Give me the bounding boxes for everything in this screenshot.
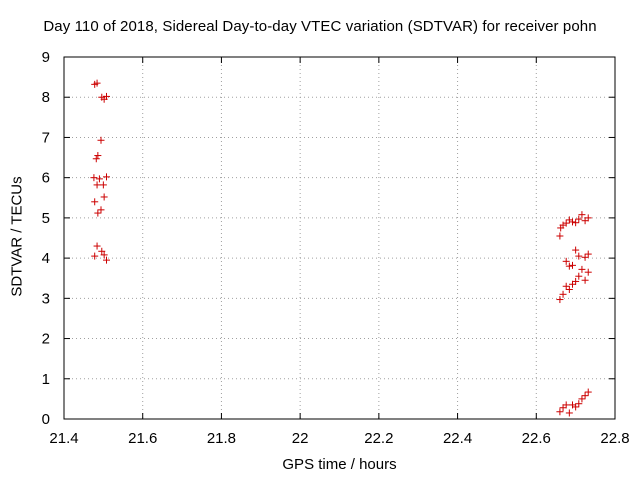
data-point [92,155,100,163]
x-tick-label: 21.6 [128,430,157,447]
data-point [556,296,564,304]
data-point [556,408,564,416]
data-point [562,282,570,290]
y-tick-label: 6 [42,170,50,187]
data-point [584,250,592,258]
grid-lines [64,57,615,419]
data-point [581,276,589,284]
data-point [562,219,570,227]
data-point [94,209,102,217]
data-point [103,92,111,100]
chart-title: Day 110 of 2018, Sidereal Day-to-day VTE… [43,18,597,35]
x-tick-label: 21.4 [49,430,78,447]
y-tick-label: 5 [42,210,50,227]
data-point [100,193,108,201]
data-point [581,392,589,400]
data-point [91,198,99,206]
x-tick-labels: 21.4 21.6 21.8 22 22.2 22.4 22.6 22.8 [49,430,629,447]
data-point [575,215,583,223]
data-point [572,277,580,285]
data-point [93,181,101,189]
data-point [103,256,111,264]
data-point [559,290,567,298]
data-point [91,252,99,260]
y-tick-label: 1 [42,371,50,388]
x-tick-label: 22.6 [522,430,551,447]
data-point [565,285,573,293]
y-tick-label: 3 [42,290,50,307]
data-point [562,401,570,409]
x-axis-label: GPS time / hours [282,456,397,473]
data-point [565,409,573,417]
data-point [556,232,564,240]
data-point [94,152,102,160]
y-axis-label: SDTVAR / TECUs [8,176,26,297]
data-point [97,206,105,214]
x-tick-label: 22.4 [443,430,472,447]
data-point [95,175,103,183]
data-point [584,268,592,276]
y-tick-label: 0 [42,411,50,428]
y-tick-label: 4 [42,250,50,267]
y-tick-label: 8 [42,89,50,106]
data-point [562,257,570,265]
y-tick-label: 2 [42,331,50,348]
data-point [90,174,98,182]
data-point [99,181,107,189]
data-point [584,388,592,396]
data-point [578,265,586,273]
y-tick-label: 9 [42,49,50,66]
data-point [568,218,576,226]
data-point [575,272,583,280]
data-point [98,247,106,255]
x-tick-label: 22 [292,430,309,447]
x-tick-label: 21.8 [207,430,236,447]
data-point [575,252,583,260]
data-point [578,211,586,219]
data-point [572,219,580,227]
data-points [90,79,592,417]
data-point [572,403,580,411]
data-point [584,214,592,222]
data-point [575,400,583,408]
data-point [581,253,589,261]
y-tick-label: 7 [42,129,50,146]
plot-frame [63,56,616,420]
data-point [578,395,586,403]
y-tick-labels: 0 1 2 3 4 5 6 7 8 9 [42,49,50,428]
axis-ticks [63,56,616,420]
x-tick-label: 22.2 [364,430,393,447]
data-point [565,262,573,270]
data-point [93,242,101,250]
data-point [100,251,108,259]
data-point [93,79,101,87]
data-point [572,246,580,254]
data-point [97,136,105,144]
data-point [568,261,576,269]
x-tick-label: 22.8 [600,430,629,447]
data-point [103,173,111,181]
